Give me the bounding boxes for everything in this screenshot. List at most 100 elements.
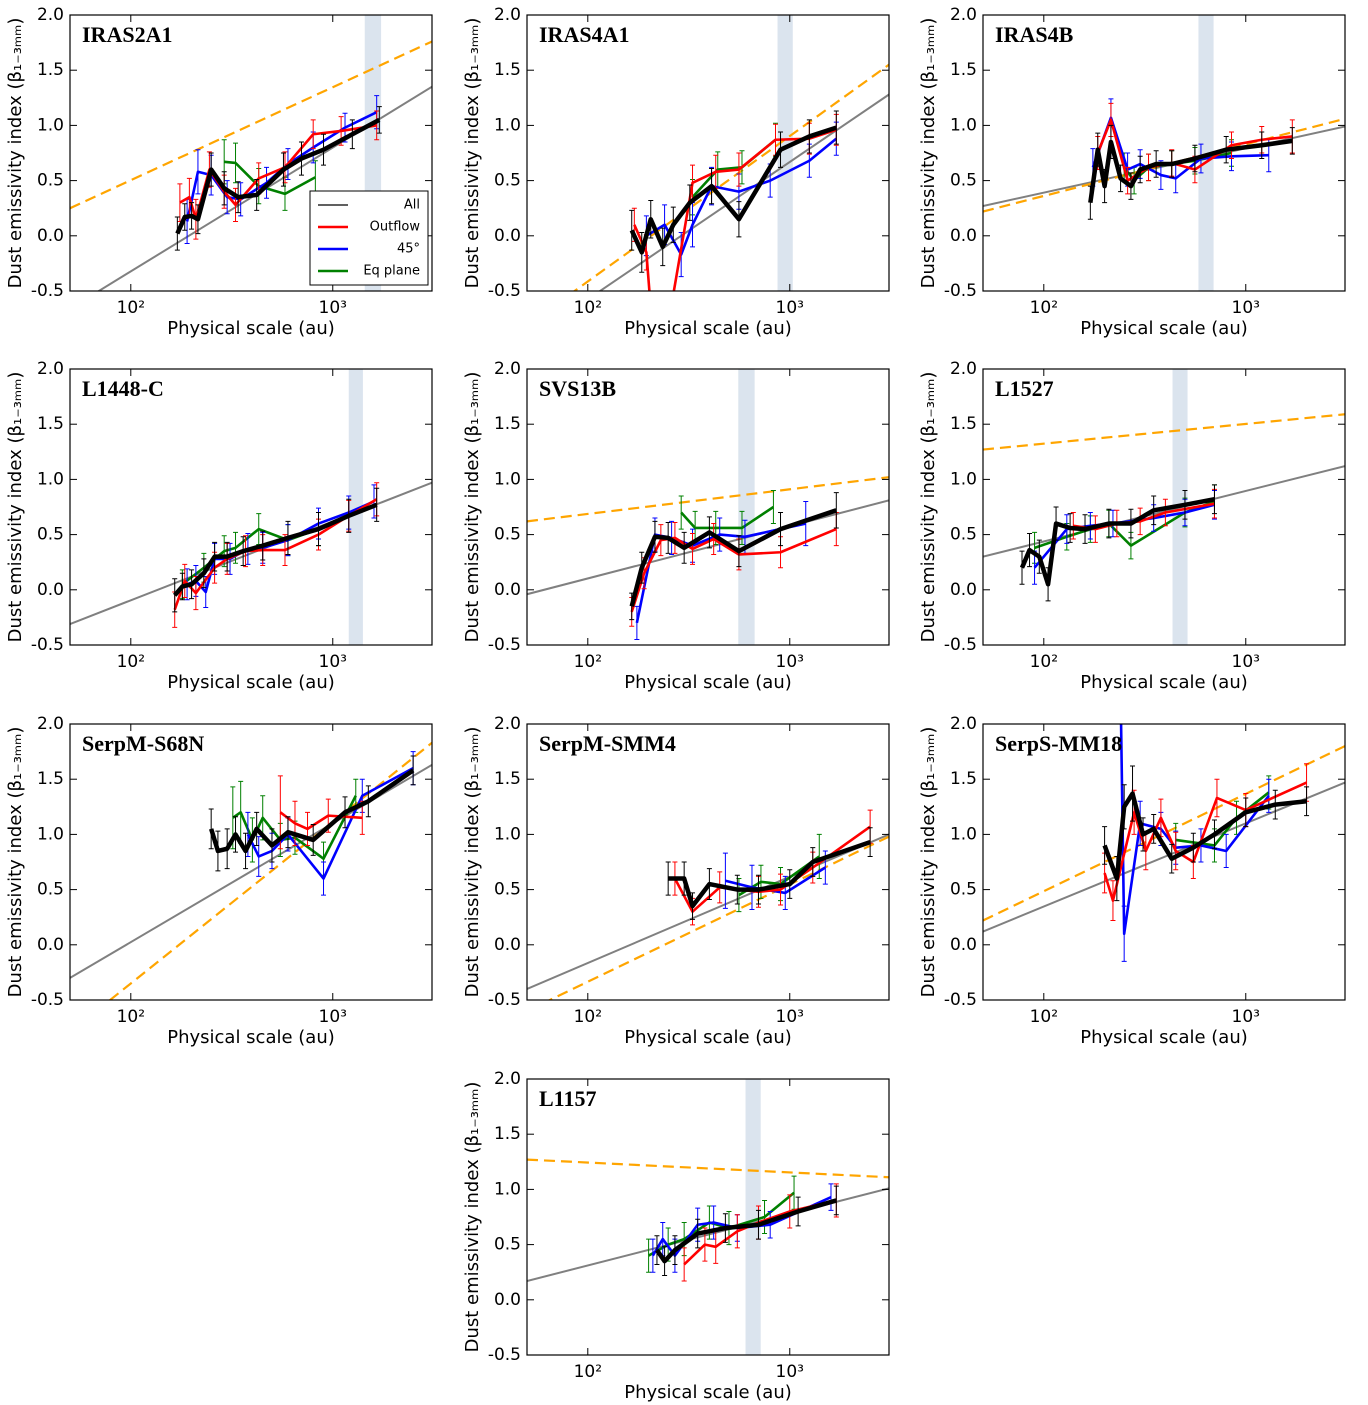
fit-line <box>983 465 1345 558</box>
highlight-band <box>1198 15 1214 291</box>
y-axis-label: Dust emissivity index (β₁₋₃ₘₘ) <box>462 18 483 289</box>
plot-area <box>70 741 432 1000</box>
fit-line <box>527 833 889 990</box>
y-axis-label: Dust emissivity index (β₁₋₃ₘₘ) <box>5 18 26 289</box>
model-line <box>527 476 889 523</box>
y-tick-label: 0.0 <box>950 226 977 246</box>
y-tick-label: -0.5 <box>944 281 977 301</box>
x-tick-label: 10² <box>117 652 145 672</box>
x-tick-label: 10² <box>1030 298 1058 318</box>
highlight-band <box>777 15 793 291</box>
panel-title: SerpM-S68N <box>82 731 204 756</box>
y-tick-label: 1.0 <box>494 115 521 135</box>
y-tick-label: -0.5 <box>488 635 521 655</box>
axes-frame <box>526 723 890 1001</box>
y-tick-label: 1.0 <box>950 824 977 844</box>
x-axis-label: Physical scale (au) <box>624 672 792 693</box>
y-tick-label: -0.5 <box>488 281 521 301</box>
y-tick-label: 1.5 <box>950 414 977 434</box>
y-tick-label: 1.5 <box>37 60 64 80</box>
error-bar <box>410 755 416 786</box>
x-tick-label: 10² <box>574 652 602 672</box>
x-tick-label: 10² <box>574 1007 602 1027</box>
y-tick-label: 0.0 <box>37 580 64 600</box>
x-axis-label: Physical scale (au) <box>624 1382 792 1403</box>
legend-label: Outflow <box>370 220 421 235</box>
y-tick-label: 0.5 <box>37 525 64 545</box>
x-axis-label: Physical scale (au) <box>167 1027 335 1048</box>
x-axis-label: Physical scale (au) <box>1080 1027 1248 1048</box>
series-line <box>175 117 381 235</box>
y-tick-label: 1.0 <box>494 824 521 844</box>
model-line <box>108 741 432 1000</box>
y-tick-label: -0.5 <box>31 635 64 655</box>
axes-frame <box>526 1078 890 1356</box>
y-tick-label: 1.0 <box>37 115 64 135</box>
y-tick-label: 0.0 <box>950 935 977 955</box>
panel-title: L1157 <box>539 1086 596 1111</box>
x-tick-label: 10³ <box>319 1007 347 1027</box>
x-tick-label: 10³ <box>776 298 804 318</box>
error-bar <box>678 495 684 530</box>
y-tick-label: 0.5 <box>950 171 977 191</box>
panel-title: L1527 <box>995 376 1054 401</box>
y-tick-label: 1.5 <box>494 60 521 80</box>
y-axis-label: Dust emissivity index (β₁₋₃ₘₘ) <box>462 1082 483 1353</box>
y-tick-label: 0.5 <box>950 880 977 900</box>
plot-background <box>527 1079 889 1355</box>
series-line <box>680 505 775 530</box>
axes-frame <box>982 14 1346 292</box>
error-bar <box>833 110 839 145</box>
panel-title: L1448-C <box>82 376 164 401</box>
axes-frame <box>526 368 890 646</box>
y-axis-label: Dust emissivity index (β₁₋₃ₘₘ) <box>918 18 939 289</box>
x-axis-label: Physical scale (au) <box>167 318 335 339</box>
highlight-band <box>738 369 755 645</box>
legend-label: All <box>404 198 420 213</box>
axes-frame <box>982 723 1346 1001</box>
y-tick-label: -0.5 <box>488 1345 521 1365</box>
y-tick-label: 2.0 <box>37 714 64 734</box>
series-line <box>655 1198 837 1264</box>
y-tick-label: 0.5 <box>37 880 64 900</box>
axes-frame <box>69 723 433 1001</box>
series-line <box>668 840 871 909</box>
plot-background <box>527 724 889 1000</box>
y-tick-label: 2.0 <box>494 714 521 734</box>
x-tick-label: 10² <box>1030 652 1058 672</box>
error-bar <box>208 808 214 850</box>
y-tick-label: 1.5 <box>950 60 977 80</box>
y-tick-label: 0.5 <box>494 525 521 545</box>
y-tick-label: -0.5 <box>944 990 977 1010</box>
panel-title: IRAS4B <box>995 22 1074 47</box>
x-axis-label: Physical scale (au) <box>624 1027 792 1048</box>
y-tick-label: 2.0 <box>37 5 64 25</box>
x-tick-label: 10³ <box>1232 298 1260 318</box>
plot-area <box>983 369 1345 645</box>
plot-area <box>527 1079 889 1355</box>
legend-label: 45° <box>397 242 420 257</box>
plot-background <box>527 369 889 645</box>
y-tick-label: 2.0 <box>950 714 977 734</box>
x-tick-label: 10² <box>574 298 602 318</box>
y-tick-label: 1.0 <box>494 469 521 489</box>
y-tick-label: -0.5 <box>31 281 64 301</box>
series-line <box>683 1199 837 1266</box>
y-tick-label: 0.0 <box>494 935 521 955</box>
axes-frame <box>69 368 433 646</box>
plot-area <box>983 15 1345 291</box>
series-line <box>629 508 838 607</box>
series-line <box>651 1195 832 1257</box>
model-line <box>70 40 432 210</box>
plot-background <box>983 15 1345 291</box>
plot-area <box>527 369 889 645</box>
y-tick-label: 1.5 <box>950 769 977 789</box>
model-line <box>983 117 1345 213</box>
x-tick-label: 10³ <box>319 652 347 672</box>
x-tick-label: 10³ <box>776 1007 804 1027</box>
x-axis-label: Physical scale (au) <box>167 672 335 693</box>
axes-frame <box>982 368 1346 646</box>
y-tick-label: 2.0 <box>37 359 64 379</box>
y-tick-label: 1.5 <box>494 1124 521 1144</box>
model-line <box>527 1158 889 1179</box>
